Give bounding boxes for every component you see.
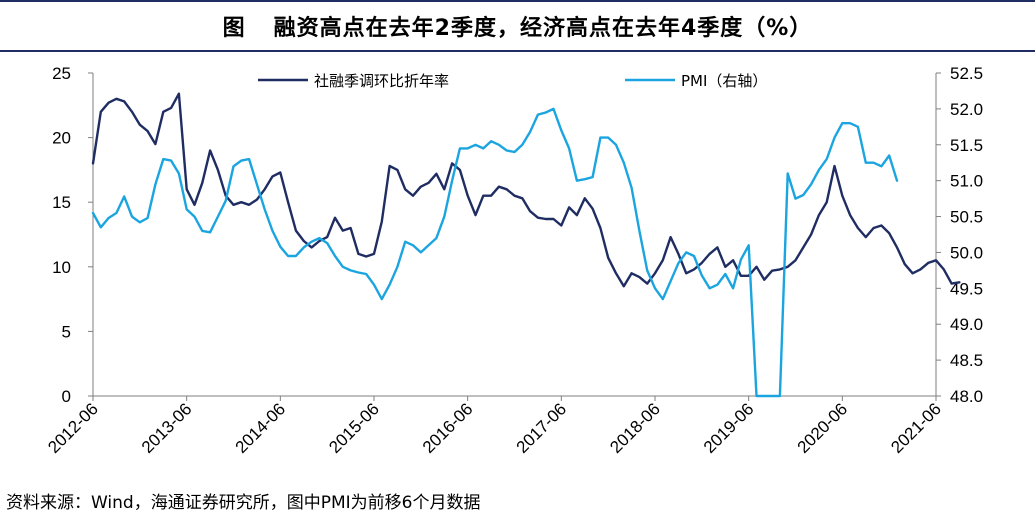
x-tick-label: 2015-06 xyxy=(325,399,383,457)
x-tick-label: 2016-06 xyxy=(419,399,477,457)
x-tick-label: 2012-06 xyxy=(44,399,102,457)
legend-label-pmi: PMI（右轴） xyxy=(681,72,767,90)
legend-label-social-financing: 社融季调环比折年率 xyxy=(314,72,449,90)
y-left-tick-label: 20 xyxy=(52,129,71,148)
chart-title: 图 融资高点在去年2季度，经济高点在去年4季度（%） xyxy=(223,10,813,42)
x-tick-label: 2017-06 xyxy=(513,399,571,457)
y-left-tick-label: 25 xyxy=(52,64,71,83)
chart-title-main: 融资高点在去年2季度，经济高点在去年4季度（%） xyxy=(273,16,813,41)
y-right-tick-label: 49.0 xyxy=(950,315,983,334)
x-tick-label: 2014-06 xyxy=(232,399,290,457)
y-right-tick-label: 51.5 xyxy=(950,136,983,155)
x-tick-label: 2020-06 xyxy=(794,399,852,457)
y-right-tick-label: 52.0 xyxy=(950,100,983,119)
y-right-tick-label: 51.0 xyxy=(950,172,983,191)
chart-title-bar: 图 融资高点在去年2季度，经济高点在去年4季度（%） xyxy=(0,0,1035,52)
source-note: 资料来源：Wind，海通证券研究所，图中PMI为前移6个月数据 xyxy=(6,493,481,513)
y-right-tick-label: 50.5 xyxy=(950,208,983,227)
series-line-social-financing xyxy=(91,92,961,288)
y-left-tick-label: 0 xyxy=(62,387,71,406)
y-left-tick-label: 5 xyxy=(62,322,71,341)
x-tick-label: 2018-06 xyxy=(606,399,664,457)
x-tick-label: 2021-06 xyxy=(887,399,945,457)
y-right-tick-label: 48.5 xyxy=(950,351,983,370)
series-line-pmi xyxy=(91,107,899,398)
chart-title-prefix: 图 xyxy=(222,16,246,41)
x-tick-label: 2019-06 xyxy=(700,399,758,457)
x-tick-label: 2013-06 xyxy=(138,399,196,457)
y-left-tick-label: 15 xyxy=(52,193,71,212)
line-chart: 0 5 10 15 20 25 48.0 48.5 49.0 49.5 50.0 50.5 51.0 51… xyxy=(44,64,983,457)
y-left-tick-label: 10 xyxy=(52,258,71,277)
y-right-tick-label: 48.0 xyxy=(950,387,983,406)
y-right-tick-label: 50.0 xyxy=(950,243,983,262)
y-right-tick-label: 52.5 xyxy=(950,64,983,83)
y-right-tick-label: 49.5 xyxy=(950,279,983,298)
